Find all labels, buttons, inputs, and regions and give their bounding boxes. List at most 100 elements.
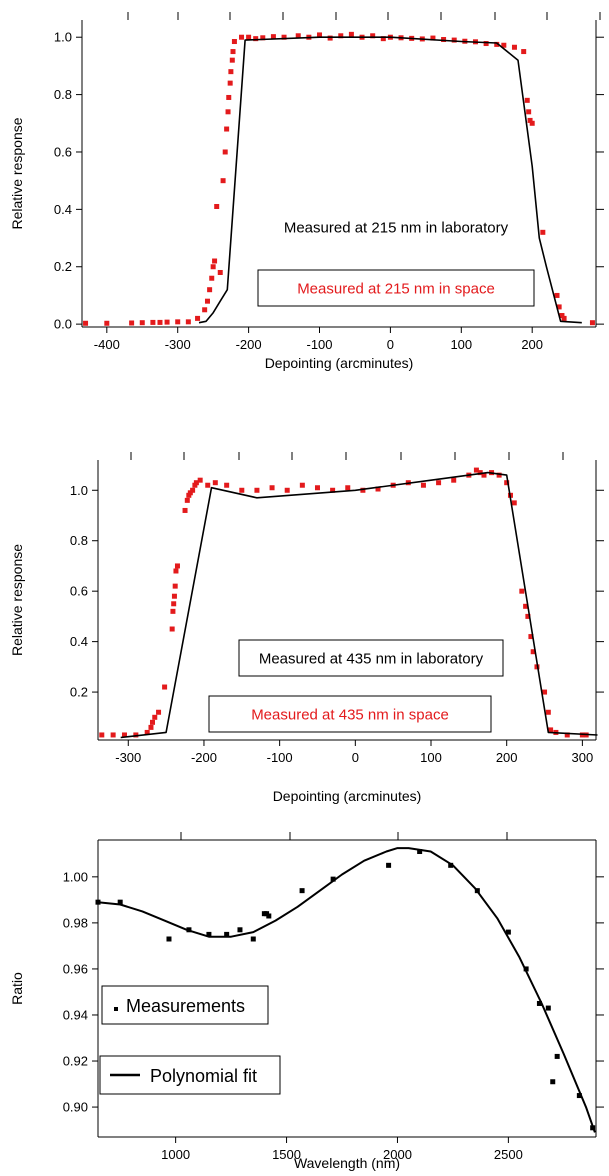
data-point — [527, 117, 533, 123]
data-point — [284, 487, 290, 493]
data-point — [193, 480, 199, 486]
panel-435nm: 0.2 0.4 0.6 0.8 1.0 -300 -200 -100 0 100 200 300 Dep… — [9, 452, 604, 804]
data-point — [229, 57, 235, 63]
data-point — [330, 876, 336, 882]
data-point — [548, 727, 554, 733]
data-point — [224, 482, 230, 488]
data-point — [348, 31, 354, 37]
data-point — [95, 899, 101, 905]
x-tick-label: 0 — [387, 337, 394, 352]
data-point — [540, 229, 546, 235]
y-tick-label: 0.0 — [54, 317, 72, 332]
data-point — [121, 732, 127, 738]
data-point — [212, 258, 218, 264]
y-axis-label: Relative response — [9, 117, 25, 229]
data-point — [441, 37, 447, 43]
data-point — [519, 588, 525, 594]
data-point — [386, 862, 392, 868]
x-tick-label: 0 — [352, 750, 359, 765]
data-point — [295, 33, 301, 39]
data-point — [148, 724, 154, 730]
data-point — [270, 34, 276, 40]
data-point — [505, 929, 511, 935]
data-point — [375, 486, 381, 492]
series-line-1 — [120, 471, 598, 739]
data-point — [173, 568, 179, 574]
x-axis-label: Depointing (arcminutes) — [265, 355, 414, 371]
data-point — [226, 94, 232, 100]
data-point — [149, 719, 155, 725]
data-point — [139, 320, 145, 326]
data-point — [152, 714, 158, 720]
x-tick-label: 1500 — [272, 1147, 301, 1162]
legend-box — [257, 269, 535, 307]
y-tick-label: 0.8 — [54, 87, 72, 102]
x-tick-label: -300 — [165, 337, 191, 352]
x-tick-label: -400 — [94, 337, 120, 352]
data-point — [214, 203, 220, 209]
data-point — [523, 603, 529, 609]
data-point — [237, 927, 243, 933]
x-tick-label: 100 — [420, 750, 442, 765]
data-point — [174, 563, 180, 569]
data-point — [370, 33, 376, 39]
data-point — [380, 36, 386, 42]
series-line-1 — [97, 847, 596, 1133]
data-point — [511, 44, 517, 50]
x-tick-label: 200 — [521, 337, 543, 352]
data-point — [526, 109, 532, 115]
legend-marker-point — [114, 1007, 118, 1011]
data-point — [550, 1079, 556, 1085]
data-point — [554, 292, 560, 298]
data-point — [239, 487, 245, 493]
data-point — [133, 732, 139, 738]
data-point — [536, 1000, 542, 1006]
data-point — [483, 41, 489, 47]
data-point — [430, 35, 436, 41]
data-point — [524, 97, 530, 103]
data-point — [224, 931, 230, 937]
data-point — [420, 482, 426, 488]
data-point — [521, 49, 527, 55]
data-point — [576, 1093, 582, 1099]
data-point — [545, 1005, 551, 1011]
x-tick-label: 1000 — [161, 1147, 190, 1162]
data-point — [210, 264, 216, 270]
data-point — [162, 684, 168, 690]
data-point — [172, 583, 178, 589]
data-point — [184, 497, 190, 503]
data-point — [222, 149, 228, 155]
data-point — [239, 34, 245, 40]
data-point — [299, 482, 305, 488]
legend-label: Measured at 435 nm in laboratory — [259, 651, 484, 668]
x-tick-label: -100 — [306, 337, 332, 352]
data-point — [170, 608, 176, 614]
data-point — [496, 472, 502, 478]
x-tick-label: -100 — [267, 750, 293, 765]
data-point — [104, 320, 110, 326]
legend-box — [238, 639, 504, 677]
data-point — [330, 487, 336, 493]
data-point — [338, 33, 344, 39]
data-point — [197, 477, 203, 483]
legend-label: Measured at 435 nm in space — [251, 707, 449, 724]
data-point — [171, 601, 177, 607]
data-point — [195, 315, 201, 321]
data-point — [246, 34, 252, 40]
data-point — [417, 849, 423, 855]
series-line-1 — [198, 36, 582, 324]
data-point — [299, 888, 305, 894]
data-point — [327, 35, 333, 41]
data-point — [530, 649, 536, 655]
data-point — [129, 320, 135, 326]
data-point — [473, 467, 479, 473]
data-point — [164, 319, 170, 325]
data-point — [281, 34, 287, 40]
data-point — [182, 507, 188, 513]
data-point — [528, 634, 534, 640]
x-tick-label: 100 — [450, 337, 472, 352]
data-point — [254, 487, 260, 493]
data-point — [207, 287, 213, 293]
data-point — [144, 729, 150, 735]
